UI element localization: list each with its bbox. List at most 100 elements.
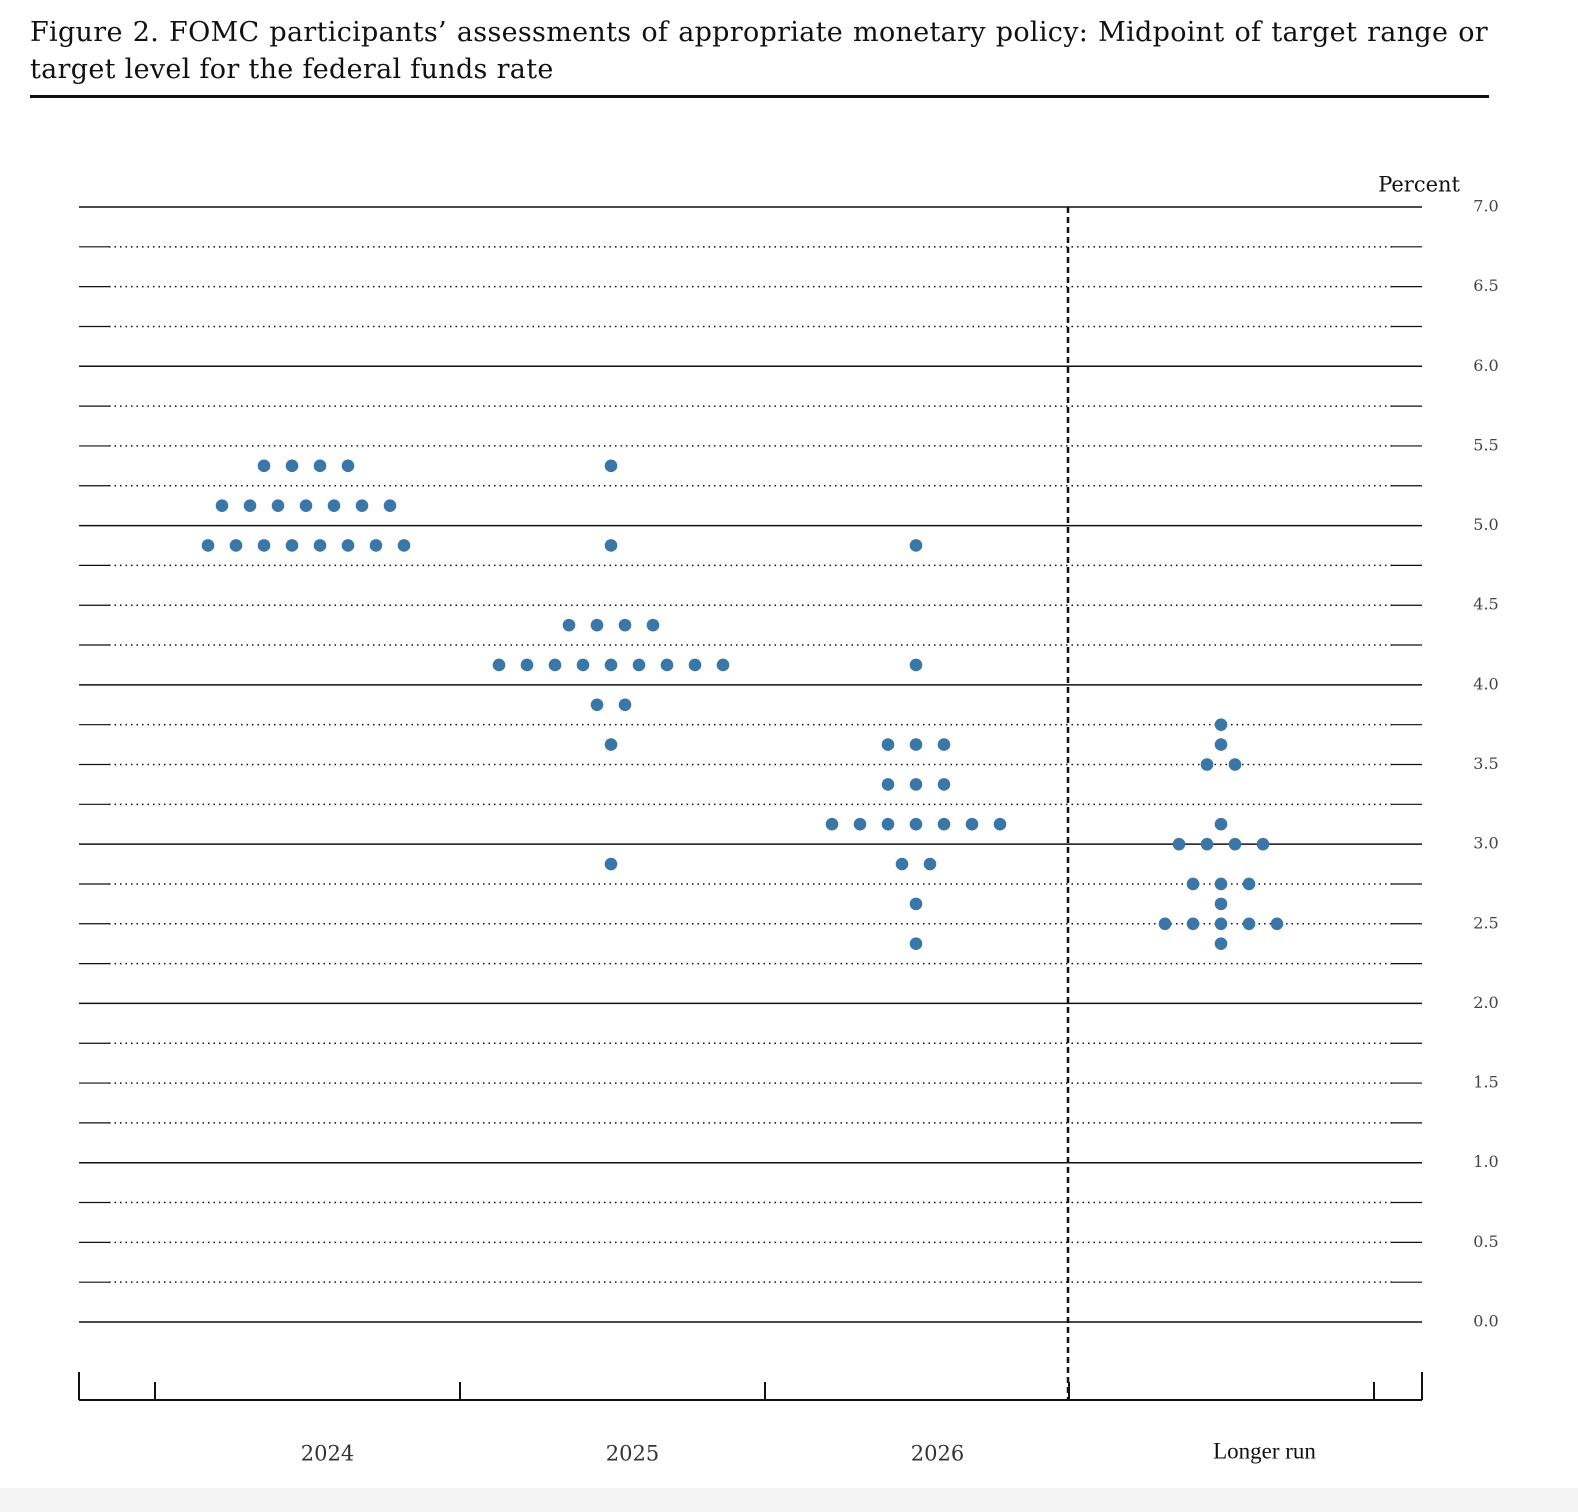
x-tick-label: Longer run bbox=[1213, 1438, 1316, 1463]
y-tick-label: 5.5 bbox=[1473, 435, 1498, 454]
y-tick-label: 6.0 bbox=[1473, 356, 1498, 375]
dot bbox=[1228, 758, 1242, 771]
dot bbox=[937, 817, 951, 831]
dot bbox=[881, 778, 895, 791]
dot bbox=[1186, 917, 1200, 931]
dot bbox=[590, 698, 604, 712]
dot bbox=[313, 539, 327, 552]
dot bbox=[229, 539, 243, 552]
dot bbox=[1256, 837, 1270, 851]
dot bbox=[937, 778, 951, 791]
dot bbox=[716, 658, 730, 672]
dot bbox=[632, 658, 646, 672]
dot bbox=[215, 499, 229, 512]
dot bbox=[688, 658, 702, 672]
y-tick-label: 3.0 bbox=[1473, 834, 1498, 853]
dot bbox=[825, 817, 839, 831]
dot bbox=[383, 499, 397, 512]
dot bbox=[327, 499, 341, 512]
dot bbox=[604, 738, 618, 751]
y-tick-label: 7.0 bbox=[1473, 197, 1498, 216]
dot bbox=[646, 618, 660, 632]
dot bbox=[201, 539, 215, 552]
y-tick-label: 0.0 bbox=[1473, 1312, 1498, 1331]
dot bbox=[604, 539, 618, 552]
dot bbox=[909, 539, 923, 552]
chart-title: Figure 2. FOMC participants’ assessments… bbox=[30, 17, 1488, 85]
bottom-bar bbox=[0, 1488, 1578, 1512]
dot bbox=[1214, 738, 1228, 751]
dot bbox=[604, 658, 618, 672]
dot bbox=[520, 658, 534, 672]
dot bbox=[1158, 917, 1172, 931]
y-tick-label: 1.0 bbox=[1473, 1152, 1498, 1171]
dot bbox=[909, 778, 923, 791]
x-tick-label: 2024 bbox=[301, 1442, 354, 1466]
dot bbox=[1214, 937, 1228, 950]
y-tick-label: 2.5 bbox=[1473, 913, 1498, 932]
dot bbox=[1270, 917, 1284, 931]
dot bbox=[576, 658, 590, 672]
dot bbox=[313, 459, 327, 473]
dot bbox=[285, 459, 299, 473]
y-tick-label: 0.5 bbox=[1473, 1232, 1498, 1251]
dot bbox=[909, 897, 923, 911]
dot bbox=[1186, 877, 1200, 891]
dot bbox=[1214, 817, 1228, 831]
dot bbox=[1214, 718, 1228, 731]
dot bbox=[1200, 758, 1214, 771]
dot bbox=[1228, 837, 1242, 851]
y-tick-label: 3.5 bbox=[1473, 754, 1498, 773]
dot bbox=[355, 499, 369, 512]
dot bbox=[1214, 917, 1228, 931]
dot bbox=[923, 857, 937, 871]
dot bbox=[895, 857, 909, 871]
dot bbox=[369, 539, 383, 552]
x-tick-label: 2026 bbox=[911, 1442, 964, 1466]
dot bbox=[1214, 897, 1228, 911]
dot bbox=[492, 658, 506, 672]
x-axis bbox=[78, 1372, 1423, 1401]
dot bbox=[341, 539, 355, 552]
y-tick-label: 2.0 bbox=[1473, 993, 1498, 1012]
dot bbox=[590, 618, 604, 632]
x-tick-label: 2025 bbox=[606, 1442, 659, 1466]
dot bbox=[397, 539, 411, 552]
dot bbox=[1200, 837, 1214, 851]
dot bbox=[271, 499, 285, 512]
dot bbox=[1172, 837, 1186, 851]
dot bbox=[618, 618, 632, 632]
dot bbox=[285, 539, 299, 552]
y-tick-label: 5.0 bbox=[1473, 515, 1498, 534]
dot bbox=[1242, 917, 1256, 931]
dot bbox=[909, 937, 923, 950]
dot bbox=[853, 817, 867, 831]
dot bbox=[604, 459, 618, 473]
dot bbox=[243, 499, 257, 512]
dot bbox=[562, 618, 576, 632]
dots bbox=[201, 459, 1284, 950]
dot bbox=[604, 857, 618, 871]
dot bbox=[618, 698, 632, 712]
y-tick-label: 1.5 bbox=[1473, 1073, 1498, 1092]
title-rule bbox=[30, 95, 1489, 98]
dot bbox=[965, 817, 979, 831]
dot bbox=[909, 738, 923, 751]
dot bbox=[299, 499, 313, 512]
dot bbox=[909, 817, 923, 831]
y-tick-label: 4.0 bbox=[1473, 674, 1498, 693]
dot bbox=[257, 459, 271, 473]
dot bbox=[341, 459, 355, 473]
dot bbox=[909, 658, 923, 672]
dot bbox=[257, 539, 271, 552]
dot bbox=[993, 817, 1007, 831]
dot bbox=[1214, 877, 1228, 891]
y-tick-label: 4.5 bbox=[1473, 595, 1498, 614]
y-tick-label: 6.5 bbox=[1473, 276, 1498, 295]
dot bbox=[1242, 877, 1256, 891]
dot bbox=[548, 658, 562, 672]
dot bbox=[881, 817, 895, 831]
dot bbox=[937, 738, 951, 751]
